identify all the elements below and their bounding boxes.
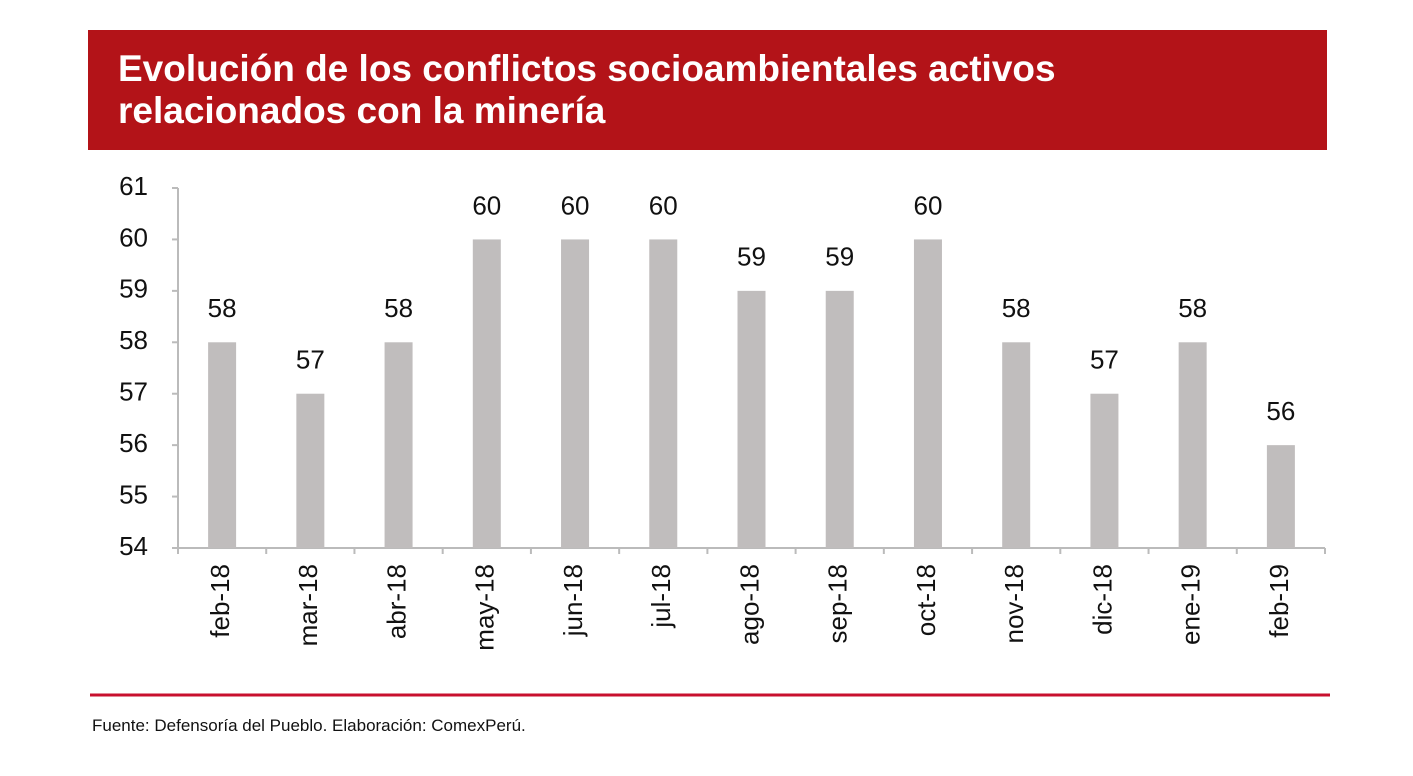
- bar: [913, 239, 942, 548]
- x-tick-label: jun-18: [558, 564, 588, 637]
- bar: [649, 239, 678, 548]
- bar: [1266, 445, 1295, 548]
- x-tick-label: mar-18: [293, 564, 323, 646]
- x-tick-label: ago-18: [734, 564, 764, 645]
- x-tick-label: nov-18: [999, 564, 1029, 644]
- x-tick-label: jul-18: [646, 564, 676, 629]
- bar: [472, 239, 501, 548]
- value-label: 57: [296, 345, 325, 375]
- source-note: Fuente: Defensoría del Pueblo. Elaboraci…: [92, 716, 526, 735]
- bar: [1090, 393, 1119, 548]
- title-banner: Evolución de los conflictos socioambient…: [88, 30, 1327, 150]
- x-tick-label: feb-18: [205, 564, 235, 638]
- value-label: 60: [561, 190, 590, 220]
- value-label: 58: [384, 293, 413, 323]
- y-tick-label: 56: [119, 428, 148, 458]
- value-label: 59: [825, 242, 854, 272]
- value-label: 60: [914, 190, 943, 220]
- value-label: 60: [649, 190, 678, 220]
- y-tick-label: 60: [119, 222, 148, 252]
- value-label: 58: [1178, 293, 1207, 323]
- value-label: 59: [737, 242, 766, 272]
- x-tick-label: sep-18: [823, 564, 853, 644]
- value-label: 58: [208, 293, 237, 323]
- x-tick-label: feb-19: [1264, 564, 1294, 638]
- value-label: 57: [1090, 345, 1119, 375]
- y-tick-label: 54: [119, 531, 148, 561]
- y-tick-label: 59: [119, 274, 148, 304]
- chart-title: Evolución de los conflictos socioambient…: [118, 48, 1056, 131]
- y-tick-label: 55: [119, 479, 148, 509]
- x-tick-label: may-18: [470, 564, 500, 651]
- x-tick-label: abr-18: [381, 564, 411, 639]
- bar: [1178, 342, 1207, 548]
- x-tick-label: ene-19: [1176, 564, 1206, 645]
- value-label: 58: [1002, 293, 1031, 323]
- y-tick-label: 57: [119, 377, 148, 407]
- y-tick-label: 61: [119, 171, 148, 201]
- bar: [208, 342, 237, 548]
- bar: [825, 290, 854, 548]
- value-label: 56: [1266, 396, 1295, 426]
- bar: [737, 290, 766, 548]
- bar: [561, 239, 590, 548]
- x-tick-label: oct-18: [911, 564, 941, 636]
- bar: [296, 393, 325, 548]
- value-label: 60: [472, 190, 501, 220]
- y-tick-label: 58: [119, 325, 148, 355]
- bar: [384, 342, 413, 548]
- bar: [1002, 342, 1031, 548]
- x-tick-label: dic-18: [1087, 564, 1117, 635]
